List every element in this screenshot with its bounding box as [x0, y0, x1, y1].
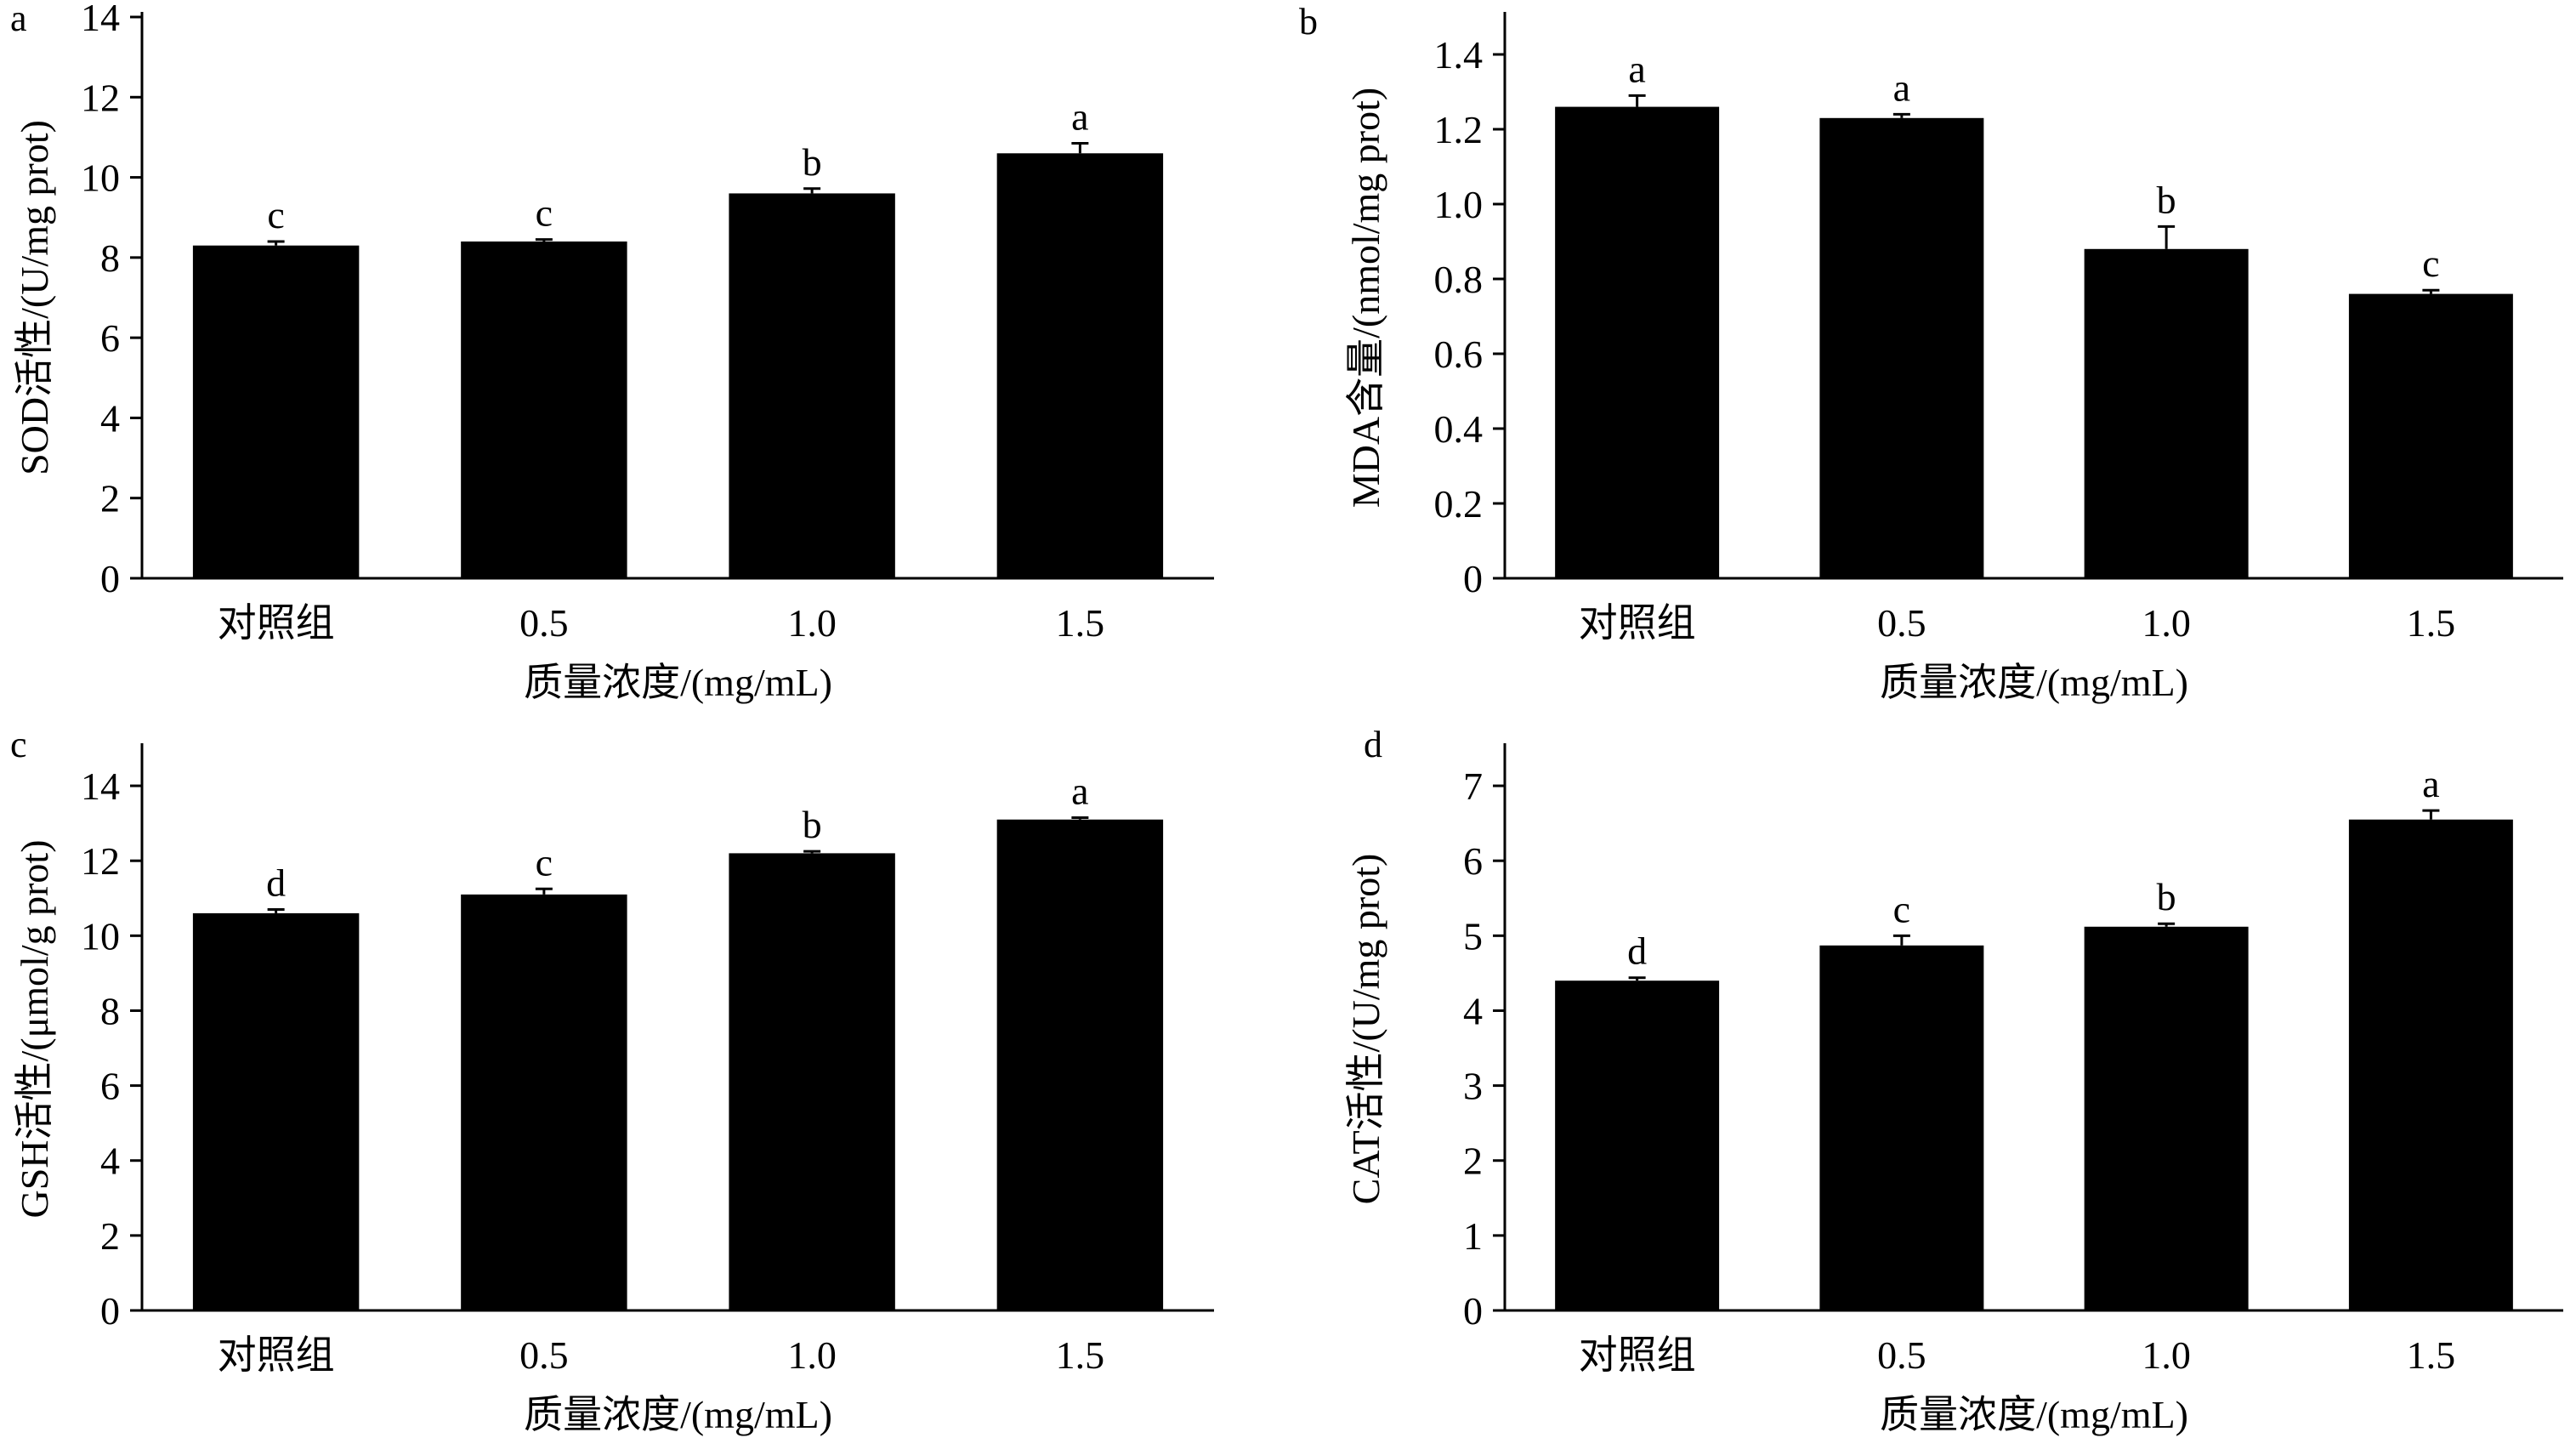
bar-1	[192, 245, 360, 578]
significance-letter: c	[536, 191, 553, 235]
y-tick-label: 4	[100, 396, 120, 440]
y-tick-label: 1.0	[1434, 183, 1484, 226]
chart-panel-b: b 0 0.2 0.4 0.6 0.8 1.0 1.2 1.4 a 对照组 a 0.5 b 1.0 c 1.5 质…	[1299, 1, 2563, 704]
panel-label: d	[1364, 724, 1382, 765]
significance-letter: c	[267, 193, 284, 236]
bar-4	[996, 819, 1164, 1310]
significance-letter: a	[2422, 762, 2439, 805]
y-axis-title: MDA含量/(nmol/mg prot)	[1344, 88, 1387, 508]
y-tick-label: 12	[81, 839, 120, 883]
y-tick-label: 14	[81, 0, 120, 39]
significance-letter: b	[2157, 178, 2176, 221]
y-tick-label: 0.8	[1434, 258, 1484, 301]
y-tick-label: 6	[100, 316, 120, 360]
y-tick-label: 0.4	[1434, 407, 1484, 451]
y-tick-label: 0	[100, 1289, 120, 1333]
bar-3	[729, 853, 895, 1310]
bar-3	[2084, 248, 2249, 578]
y-tick-label: 6	[100, 1065, 120, 1108]
significance-letter: c	[536, 840, 553, 884]
y-tick-label: 2	[1463, 1140, 1483, 1183]
y-tick-label: 2	[100, 1214, 120, 1258]
y-tick-label: 0.6	[1434, 333, 1484, 376]
y-tick-label: 1.2	[1434, 108, 1484, 151]
significance-letter: a	[1071, 95, 1088, 139]
significance-letter: c	[2422, 242, 2439, 285]
panel-label: a	[10, 0, 27, 39]
y-tick-label: 4	[1463, 989, 1483, 1032]
x-tick-label: 0.5	[519, 1333, 569, 1377]
significance-letter: d	[266, 861, 286, 904]
x-tick-label: 0.5	[1877, 601, 1926, 645]
x-tick-label: 对照组	[1579, 1333, 1696, 1377]
bar-3	[729, 193, 895, 578]
bar-2	[1819, 945, 1984, 1310]
x-tick-label: 1.0	[2142, 1333, 2191, 1377]
bar-1	[1555, 980, 1720, 1310]
y-tick-label: 8	[100, 989, 120, 1032]
y-tick-label: 1	[1463, 1214, 1483, 1258]
bar-4	[996, 153, 1164, 579]
x-tick-label: 1.5	[2407, 1333, 2456, 1377]
y-tick-label: 3	[1463, 1065, 1483, 1108]
y-tick-label: 0.2	[1434, 482, 1484, 526]
y-tick-label: 6	[1463, 839, 1483, 883]
x-tick-label: 1.5	[1056, 601, 1105, 645]
y-tick-label: 0	[100, 557, 120, 600]
chart-panel-d: d 0 1 2 3 4 5 6 7 d 对照组 c 0.5 b 1.0 a 1.5 质量浓度/(mg/mL) CAT…	[1344, 724, 2563, 1436]
x-tick-label: 1.0	[787, 1333, 837, 1377]
x-axis-title: 质量浓度/(mg/mL)	[1880, 1393, 2188, 1436]
y-tick-label: 10	[81, 914, 120, 958]
y-tick-label: 8	[100, 236, 120, 280]
x-tick-label: 对照组	[218, 601, 335, 645]
significance-letter: c	[1893, 887, 1910, 930]
y-tick-label: 5	[1463, 914, 1483, 958]
significance-letter: a	[1628, 47, 1645, 90]
x-tick-label: 1.5	[2407, 601, 2456, 645]
x-tick-label: 0.5	[519, 601, 569, 645]
x-tick-label: 1.5	[1056, 1333, 1105, 1377]
y-axis-title: GSH活性/(μmol/g prot)	[13, 839, 56, 1218]
y-tick-label: 14	[81, 764, 120, 808]
significance-letter: b	[803, 140, 822, 184]
significance-letter: a	[1893, 65, 1910, 109]
chart-panel-c: c 0 2 4 6 8 10 12 14 d 对照组 c 0.5 b 1.0 a 1.5 质量浓度/(mg/mL)…	[10, 724, 1214, 1436]
y-tick-label: 12	[81, 76, 120, 119]
x-tick-label: 1.0	[787, 601, 837, 645]
y-axis-title: SOD活性/(U/mg prot)	[13, 120, 56, 475]
bar-2	[461, 242, 627, 578]
significance-letter: d	[1627, 929, 1647, 973]
y-tick-label: 0	[1463, 557, 1483, 600]
bar-2	[1819, 117, 1984, 579]
bar-1	[1555, 106, 1720, 579]
x-tick-label: 对照组	[1579, 601, 1696, 645]
panel-label: c	[10, 724, 27, 765]
y-tick-label: 2	[100, 477, 120, 520]
bar-3	[2084, 926, 2249, 1310]
bar-1	[192, 912, 360, 1310]
bar-2	[461, 894, 627, 1310]
y-tick-label: 0	[1463, 1289, 1483, 1333]
chart-panel-a: a 0 2 4 6 8 10 12 14 c 对照组 c 0.5 b 1.0 a 1.5 质量浓度/(mg/mL)…	[10, 0, 1214, 704]
x-axis-title: 质量浓度/(mg/mL)	[524, 661, 832, 704]
y-axis-title: CAT活性/(U/mg prot)	[1344, 854, 1387, 1205]
y-tick-label: 1.4	[1434, 33, 1484, 77]
bar-4	[2348, 293, 2513, 578]
significance-letter: b	[2157, 875, 2176, 918]
significance-letter: a	[1071, 770, 1088, 813]
x-tick-label: 对照组	[218, 1333, 335, 1377]
x-axis-title: 质量浓度/(mg/mL)	[1880, 661, 2188, 704]
y-tick-label: 7	[1463, 764, 1483, 808]
x-tick-label: 0.5	[1877, 1333, 1926, 1377]
y-tick-label: 10	[81, 156, 120, 200]
bar-4	[2348, 819, 2513, 1310]
x-axis-title: 质量浓度/(mg/mL)	[524, 1393, 832, 1436]
x-tick-label: 1.0	[2142, 601, 2191, 645]
significance-letter: b	[803, 803, 822, 846]
panel-label: b	[1299, 1, 1318, 43]
y-tick-label: 4	[100, 1140, 120, 1183]
